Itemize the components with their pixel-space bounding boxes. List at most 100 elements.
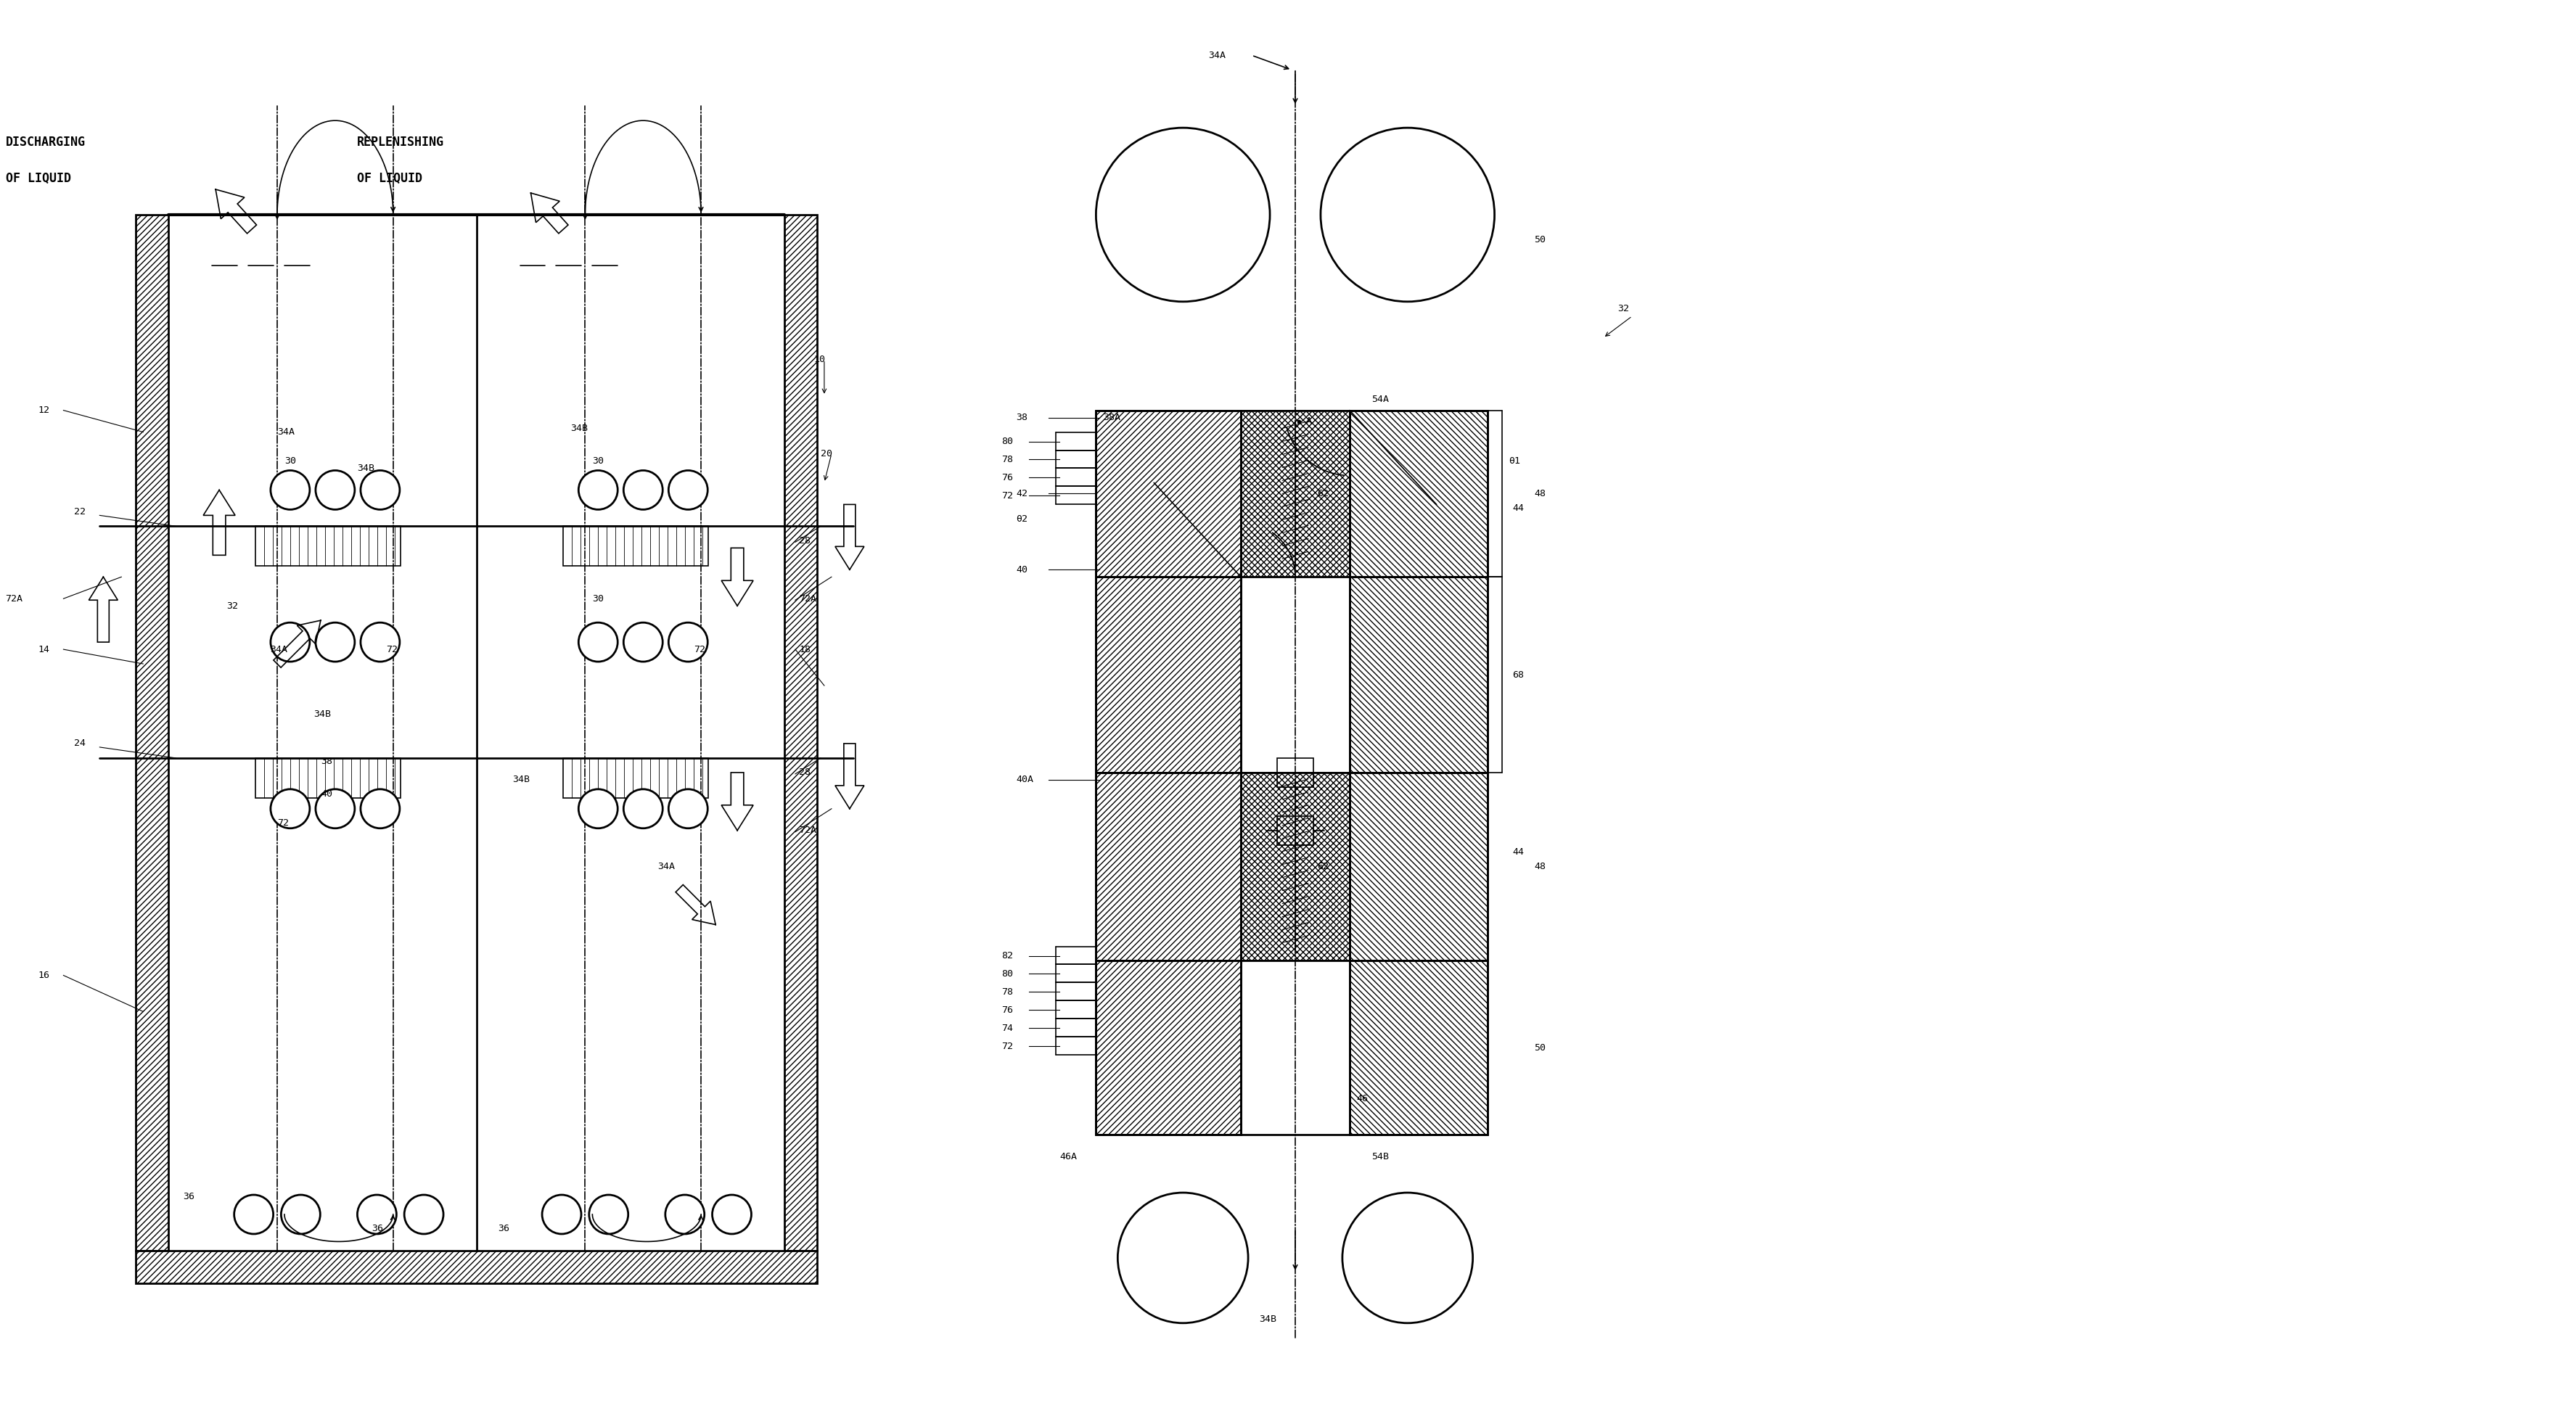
Circle shape <box>404 1195 443 1235</box>
Text: 36: 36 <box>183 1191 196 1201</box>
Text: 38A: 38A <box>1103 413 1121 422</box>
Text: 42: 42 <box>1018 488 1028 498</box>
Bar <box>1095 772 1242 961</box>
Bar <box>564 526 708 566</box>
Text: 30: 30 <box>592 456 603 466</box>
Text: 76: 76 <box>1002 473 1012 483</box>
Bar <box>1095 411 1242 577</box>
Bar <box>1242 772 1350 961</box>
Text: 78: 78 <box>1002 454 1012 464</box>
Text: 72: 72 <box>386 645 397 655</box>
Text: 44: 44 <box>1512 504 1525 512</box>
Text: 34B: 34B <box>358 464 374 473</box>
Text: 16: 16 <box>39 971 49 981</box>
Bar <box>1350 411 1486 577</box>
Circle shape <box>1118 1192 1249 1324</box>
Circle shape <box>623 622 662 662</box>
Circle shape <box>270 470 309 509</box>
Text: 32: 32 <box>227 601 237 611</box>
Text: 14: 14 <box>39 645 49 655</box>
Bar <box>137 1250 817 1283</box>
Text: 48: 48 <box>1535 488 1546 498</box>
Circle shape <box>234 1195 273 1235</box>
Text: OF LIQUID: OF LIQUID <box>5 172 70 185</box>
Bar <box>1095 961 1242 1134</box>
Bar <box>1278 758 1314 787</box>
Text: 80: 80 <box>1002 437 1012 446</box>
Circle shape <box>1342 1192 1473 1324</box>
Circle shape <box>317 470 355 509</box>
Text: 76: 76 <box>1002 1006 1012 1015</box>
Bar <box>1350 772 1486 961</box>
Circle shape <box>623 470 662 509</box>
Text: θ2: θ2 <box>1018 514 1028 523</box>
Text: 22: 22 <box>75 507 85 516</box>
Circle shape <box>281 1195 319 1235</box>
Circle shape <box>670 789 708 828</box>
Text: 46A: 46A <box>1059 1151 1077 1161</box>
Circle shape <box>270 622 309 662</box>
Text: 20: 20 <box>822 449 832 459</box>
Text: 72A: 72A <box>799 825 817 835</box>
Text: θ1: θ1 <box>1510 456 1520 466</box>
Circle shape <box>317 789 355 828</box>
Text: 72A: 72A <box>5 594 23 604</box>
Text: 54B: 54B <box>1370 1151 1388 1161</box>
Text: 74: 74 <box>1002 1023 1012 1033</box>
Text: 40A: 40A <box>1018 775 1033 785</box>
Text: 34A: 34A <box>278 428 294 437</box>
Text: 30: 30 <box>283 456 296 466</box>
Circle shape <box>361 622 399 662</box>
Circle shape <box>670 470 708 509</box>
Text: 72: 72 <box>278 818 289 828</box>
Bar <box>255 526 399 566</box>
Circle shape <box>590 1195 629 1235</box>
Text: 36: 36 <box>497 1225 510 1233</box>
Text: A: A <box>1306 416 1311 426</box>
Text: 80: 80 <box>1002 969 1012 979</box>
Circle shape <box>670 622 708 662</box>
Text: 24: 24 <box>75 739 85 748</box>
Bar <box>786 214 817 1250</box>
Text: 38: 38 <box>319 756 332 766</box>
Text: 38: 38 <box>1018 413 1028 422</box>
Bar <box>1278 816 1314 845</box>
Text: 34B: 34B <box>314 710 330 720</box>
Text: 48: 48 <box>1535 862 1546 872</box>
Bar <box>1095 577 1242 772</box>
Circle shape <box>580 789 618 828</box>
Text: 50: 50 <box>1535 1043 1546 1053</box>
Text: 72A: 72A <box>799 594 817 604</box>
Circle shape <box>1321 128 1494 302</box>
Text: 78: 78 <box>1002 988 1012 996</box>
Text: 12: 12 <box>39 405 49 415</box>
Text: 82: 82 <box>1002 951 1012 961</box>
Text: 34B: 34B <box>1260 1315 1278 1324</box>
Bar <box>137 214 167 1250</box>
Circle shape <box>541 1195 582 1235</box>
Bar <box>564 758 708 797</box>
Text: 34A: 34A <box>657 862 675 872</box>
Bar <box>1350 961 1486 1134</box>
Text: 62: 62 <box>1316 862 1329 872</box>
Text: 10: 10 <box>814 356 824 364</box>
Text: 72: 72 <box>1002 1041 1012 1051</box>
Text: 72: 72 <box>693 645 706 655</box>
Text: 28: 28 <box>799 536 811 546</box>
Text: 54A: 54A <box>1370 395 1388 404</box>
Text: 40: 40 <box>319 790 332 799</box>
Circle shape <box>270 789 309 828</box>
Bar <box>1350 577 1486 772</box>
Text: 40: 40 <box>1018 564 1028 574</box>
Text: 68: 68 <box>1512 670 1525 680</box>
Text: 28: 28 <box>799 768 811 777</box>
Circle shape <box>711 1195 752 1235</box>
Text: 18: 18 <box>799 645 811 655</box>
Text: 36: 36 <box>371 1225 384 1233</box>
Text: 30: 30 <box>592 594 603 604</box>
Bar <box>255 758 399 797</box>
Text: 46: 46 <box>1358 1094 1368 1103</box>
Text: 34A: 34A <box>1208 51 1226 61</box>
Circle shape <box>358 1195 397 1235</box>
Circle shape <box>1095 128 1270 302</box>
